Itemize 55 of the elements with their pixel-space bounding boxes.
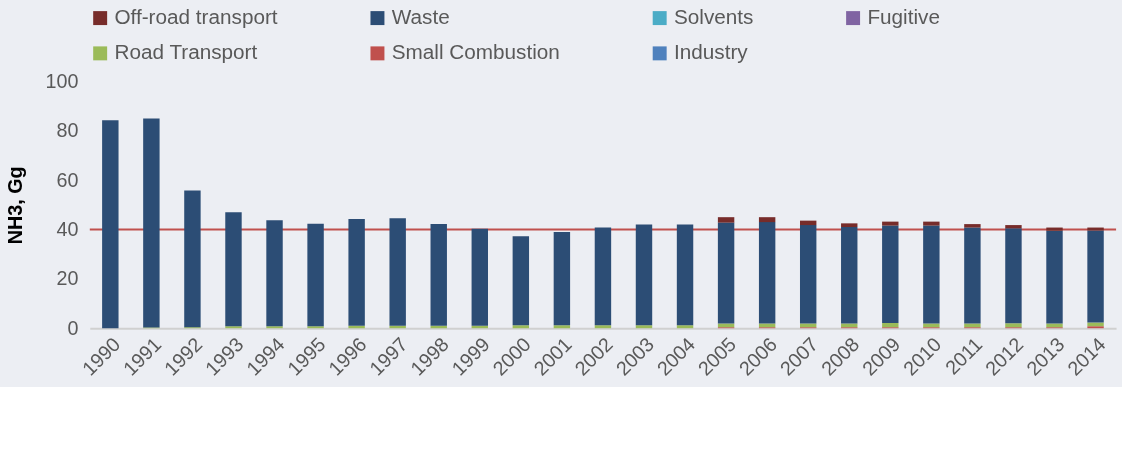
bar: [102, 120, 119, 329]
bar: [1087, 227, 1104, 231]
bar: [594, 325, 612, 329]
bar: [143, 118, 160, 328]
y-tick-label: 100: [45, 69, 79, 92]
bar: [841, 223, 858, 228]
bar: [553, 325, 571, 329]
bar: [471, 228, 488, 326]
legend-label: Small Combustion: [391, 40, 560, 64]
bar: [430, 224, 447, 326]
legend-label: Off-road transport: [114, 5, 278, 29]
bar: [1046, 230, 1063, 324]
bar: [923, 225, 940, 324]
bar: [266, 220, 283, 327]
bar: [758, 222, 776, 324]
y-axis-title: NH3, Gg: [3, 166, 26, 245]
legend-label: Road Transport: [114, 40, 258, 64]
bar: [594, 227, 612, 326]
bar: [512, 236, 530, 326]
bar: [553, 231, 571, 326]
bar: [1005, 225, 1022, 229]
legend-label: Waste: [391, 5, 450, 29]
bar: [676, 224, 694, 326]
bar: [1087, 230, 1104, 323]
bar: [635, 224, 653, 326]
y-tick-label: 40: [56, 217, 79, 240]
bar: [799, 225, 817, 324]
bar: [225, 212, 242, 327]
y-tick-label: 20: [56, 267, 79, 290]
bar: [1046, 227, 1063, 231]
bar: [1005, 228, 1022, 324]
bar: [676, 325, 694, 329]
bar: [184, 190, 201, 328]
bar: [758, 217, 776, 223]
bar: [964, 227, 981, 324]
bar: [348, 218, 365, 326]
y-tick-label: 0: [67, 316, 79, 339]
bar: [389, 218, 406, 326]
legend-label: Industry: [673, 40, 749, 64]
y-tick-label: 80: [56, 119, 79, 142]
bar: [307, 223, 324, 327]
bar: [882, 221, 899, 226]
legend-label: Solvents: [673, 5, 754, 29]
bar: [717, 217, 735, 223]
bar: [964, 224, 981, 228]
bar: [841, 227, 858, 324]
bar: [512, 325, 530, 329]
bar: [923, 221, 940, 226]
bar: [882, 323, 899, 328]
bar: [717, 222, 735, 324]
y-tick-label: 60: [56, 168, 79, 191]
bar: [635, 325, 653, 329]
legend-label: Fugitive: [867, 5, 940, 29]
bar: [882, 225, 899, 324]
bar: [1005, 323, 1022, 328]
